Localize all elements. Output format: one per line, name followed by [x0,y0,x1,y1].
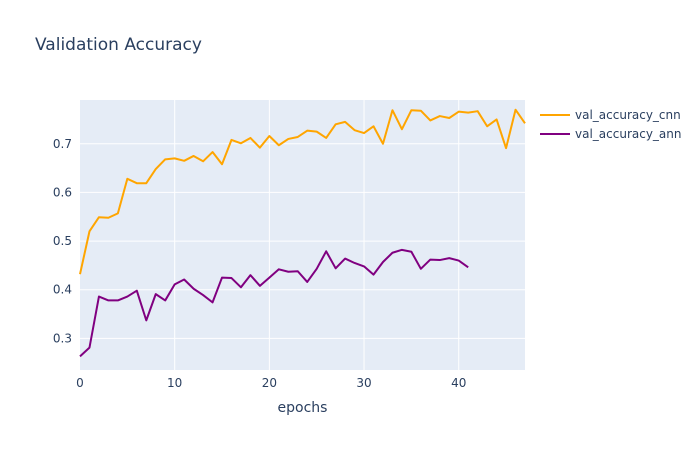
y-tick-label: 0.3 [53,331,72,345]
x-tick-label: 40 [451,376,466,390]
gridlines [80,100,525,370]
legend-item-val-accuracy-cnn[interactable]: val_accuracy_cnn [540,108,681,122]
y-tick-label: 0.7 [53,137,72,151]
legend[interactable]: val_accuracy_cnn val_accuracy_ann [540,108,682,141]
y-tick-label: 0.5 [53,234,72,248]
series-lines [79,108,526,358]
series-line-val-accuracy-ann [79,248,469,358]
chart-title: Validation Accuracy [35,35,202,55]
y-tick-label: 0.6 [53,185,72,199]
x-tick-label: 20 [262,376,277,390]
plot-area [80,100,525,370]
x-tick-label: 10 [167,376,182,390]
x-tick-label: 0 [76,376,84,390]
x-tick-label: 30 [356,376,371,390]
axis-ticks: 0 10 20 30 40 0.3 0.4 0.5 0.6 0.7 [53,137,466,390]
y-tick-label: 0.4 [53,283,72,297]
series-line-val-accuracy-cnn [79,108,526,275]
legend-label: val_accuracy_ann [575,127,682,141]
x-axis-title: epochs [278,400,328,416]
legend-label: val_accuracy_cnn [575,108,681,122]
legend-item-val-accuracy-ann[interactable]: val_accuracy_ann [540,127,682,141]
